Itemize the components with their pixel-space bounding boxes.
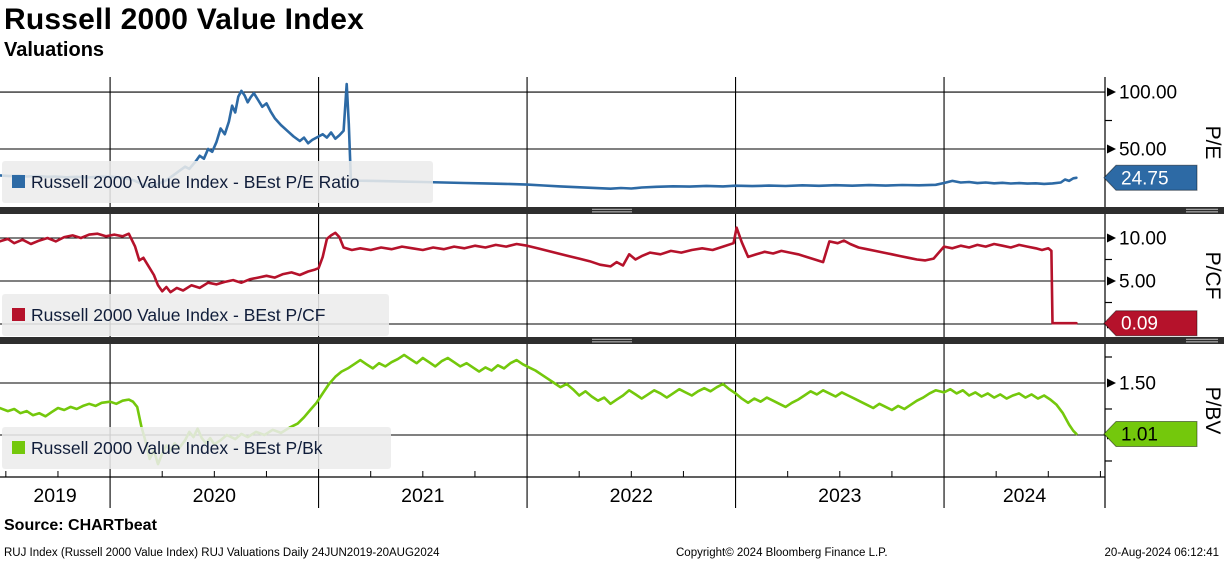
value-tag-shape [1103, 310, 1198, 337]
value-tag-text: 24.75 [1121, 168, 1169, 189]
value-tag-text: 1.01 [1121, 424, 1158, 445]
footer-timestamp: 20-Aug-2024 06:12:41 [1104, 547, 1219, 559]
pbv-legend[interactable]: Russell 2000 Value Index - BEst P/Bk [2, 427, 391, 469]
separator-bar [0, 337, 1224, 344]
pcf-legend-swatch-icon [12, 308, 25, 321]
separator-grip-right[interactable] [1186, 208, 1218, 213]
pcf-panel: Russell 2000 Value Index - BEst P/CF 10.0… [0, 226, 1224, 337]
pcf-legend[interactable]: Russell 2000 Value Index - BEst P/CF [2, 294, 389, 336]
source-line: Source: CHARTbeat [4, 517, 157, 534]
panel-separator [0, 337, 1224, 344]
pe-axis-title: P/E [1201, 126, 1224, 160]
legend-label: Russell 2000 Value Index - BEst P/Bk [31, 438, 323, 458]
pcf-last-value-tag: 0.09 [1103, 310, 1198, 337]
valuation-chart: Russell 2000 Value Index - BEst P/E Rati… [0, 70, 1224, 516]
pbv-panel: Russell 2000 Value Index - BEst P/Bk 1.50… [0, 353, 1224, 469]
axis-tick-label: 100.00 [1119, 83, 1177, 104]
panel-separator [0, 207, 1224, 214]
pe-last-value-tag: 24.75 [1103, 164, 1198, 191]
tick-arrow-icon [1107, 378, 1116, 388]
x-year-label: 2021 [401, 485, 444, 507]
footer-security-info: RUJ Index (Russell 2000 Value Index) RUJ… [4, 547, 440, 559]
legend-background [2, 427, 391, 469]
value-tag-shape [1103, 420, 1198, 447]
x-year-label: 2020 [193, 485, 237, 507]
x-year-label: 2024 [1003, 485, 1047, 507]
pe-legend[interactable]: Russell 2000 Value Index - BEst P/E Rati… [2, 161, 433, 203]
pcf-series-line [0, 226, 1078, 325]
pe-panel: Russell 2000 Value Index - BEst P/E Rati… [0, 83, 1224, 203]
pbv-axis-title: P/BV [1201, 387, 1224, 435]
axis-tick-label: 50.00 [1119, 139, 1167, 160]
axis-tick-label: 1.50 [1119, 373, 1156, 394]
value-tag-text: 0.09 [1121, 314, 1158, 335]
x-year-label: 2023 [818, 485, 861, 507]
pcf-axis-title: P/CF [1201, 252, 1224, 300]
separator-bar [0, 207, 1224, 214]
valuation-chart-svg: Russell 2000 Value Index - BEst P/E Rati… [0, 77, 1224, 508]
separator-grip-center[interactable] [592, 338, 632, 343]
axis-tick-label: 5.00 [1119, 272, 1156, 293]
tick-arrow-icon [1107, 144, 1116, 154]
axis-tick-label: 10.00 [1119, 228, 1167, 249]
tick-arrow-icon [1107, 276, 1116, 286]
footer-copyright: Copyright© 2024 Bloomberg Finance L.P. [676, 547, 888, 559]
legend-background [2, 161, 433, 203]
tick-arrow-icon [1107, 87, 1116, 97]
page-title: Russell 2000 Value Index [4, 3, 364, 36]
pbv-legend-swatch-icon [12, 441, 25, 454]
page-subtitle: Valuations [4, 39, 105, 61]
separator-grip-center[interactable] [592, 208, 632, 213]
legend-label: Russell 2000 Value Index - BEst P/E Rati… [31, 172, 359, 192]
chart-header: Russell 2000 Value Index Valuations [4, 2, 364, 62]
legend-label: Russell 2000 Value Index - BEst P/CF [31, 305, 325, 325]
x-year-label: 2022 [610, 485, 653, 507]
pbv-last-value-tag: 1.01 [1103, 420, 1198, 447]
x-year-label: 2019 [33, 485, 76, 507]
value-tag-shape [1103, 164, 1198, 191]
tick-arrow-icon [1107, 233, 1116, 243]
legend-background [2, 294, 389, 336]
pe-legend-swatch-icon [12, 175, 25, 188]
separator-grip-right[interactable] [1186, 338, 1218, 343]
